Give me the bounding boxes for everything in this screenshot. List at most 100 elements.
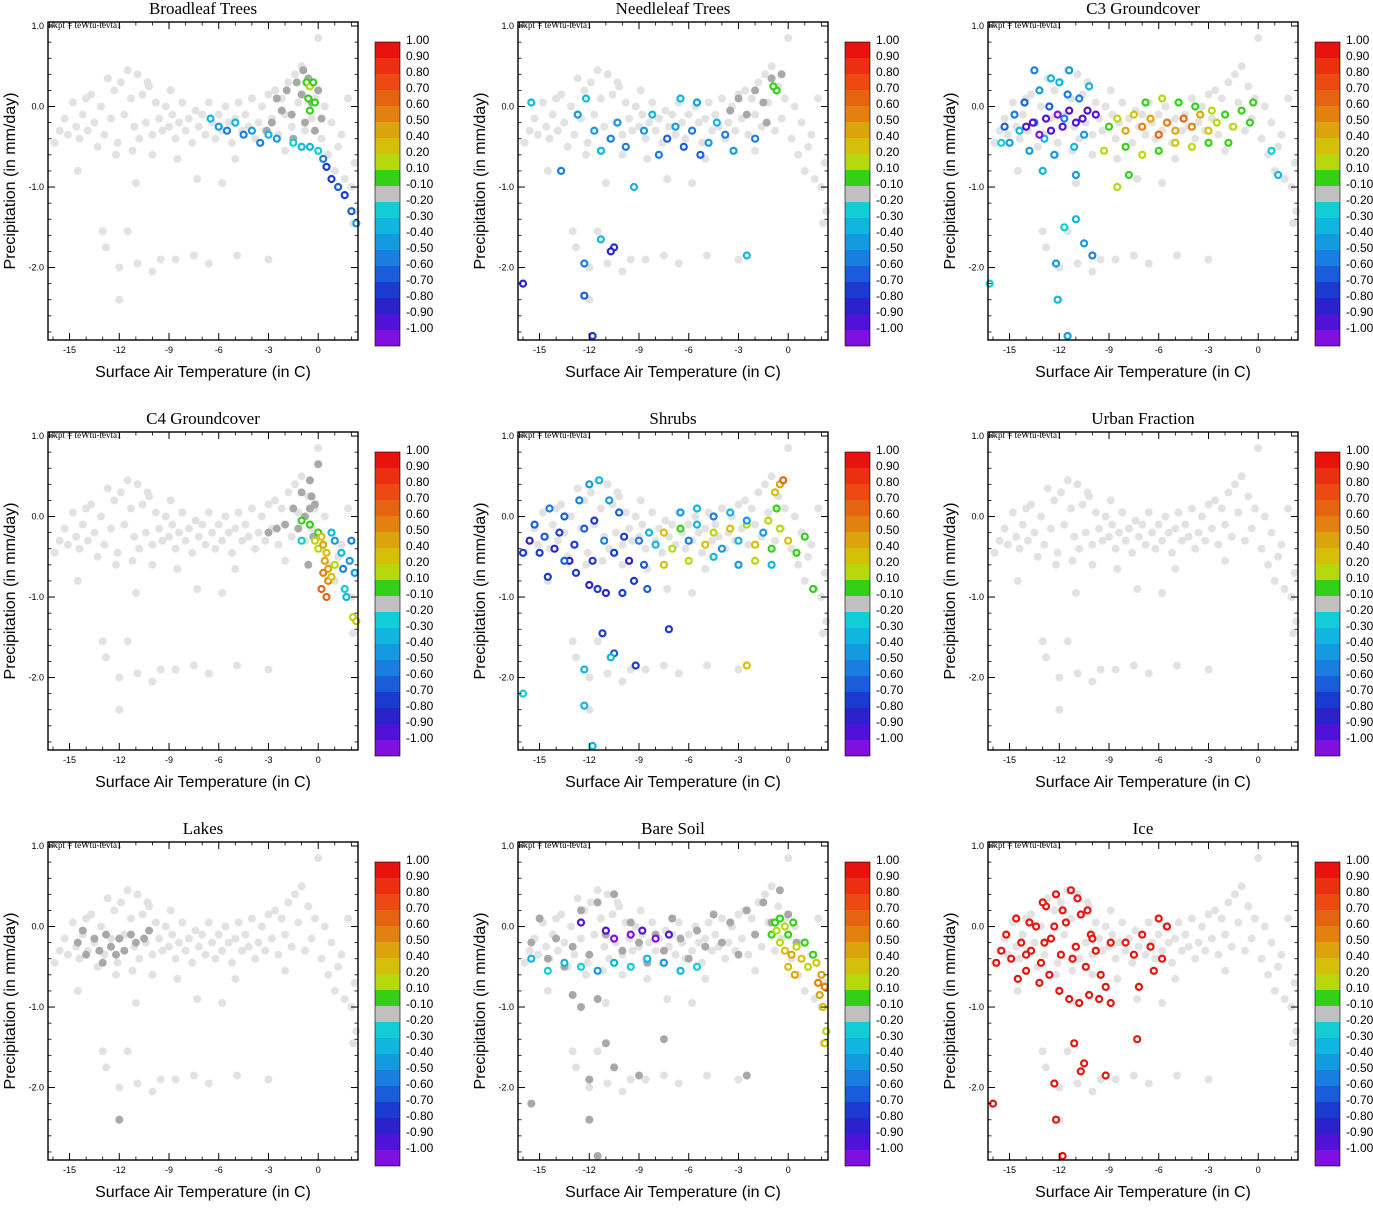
background-point [1083,488,1092,497]
colorbar-swatch [375,596,400,612]
background-point [1178,126,1186,135]
colorbar-label: -0.60 [876,667,904,681]
colorbar-swatch [845,660,870,676]
data-point [997,946,1006,955]
colorbar-swatch [1315,926,1340,942]
colorbar-swatch [375,1006,400,1022]
data-point [610,958,619,967]
colorbar-label: 0.80 [1346,475,1370,489]
data-point [593,966,602,975]
background-point [800,166,809,175]
data-point [601,588,610,598]
panel-c3-groundcover: C3 Groundcover Expt = teWtu-tevta1 -15 -12-… [940,0,1373,395]
background-point [1224,898,1233,907]
background-point [148,560,157,569]
x-tick-label: 0 [786,345,791,355]
background-point [294,918,303,927]
background-point [103,484,112,493]
background-point [1030,938,1039,947]
background-point [171,134,180,143]
data-point [751,540,760,549]
background-point [1197,922,1206,931]
background-point [701,114,710,123]
background-point [194,532,203,541]
data-point [812,958,821,967]
colorbar-swatch [375,612,400,628]
x-tick-label: -12 [1053,1165,1066,1175]
background-point [178,918,187,927]
colorbar-label: 0.20 [1346,555,1370,569]
colorbar-label: 0.70 [876,81,900,95]
colorbar-label: 0.20 [876,145,900,159]
colorbar-label: -0.60 [876,257,904,271]
background-point [148,970,157,979]
background-point [1050,906,1059,915]
data-point [1124,170,1133,180]
background-point [1211,496,1220,505]
background-point [582,560,590,569]
data-point [1021,122,1031,131]
background-point [1113,154,1122,163]
colorbar-label: 0.60 [876,917,900,931]
data-point [654,150,663,159]
background-point [60,114,69,123]
colorbar-swatch [375,974,400,990]
data-point [751,86,760,95]
data-point [585,950,594,959]
data-point [751,556,760,565]
x-tick-label: -6 [215,755,223,765]
colorbar-label: 0.50 [1346,933,1370,947]
data-point [1025,146,1034,155]
data-point [1051,1115,1061,1124]
data-point [717,544,726,553]
y-tick-label: 0.0 [31,102,44,112]
background-point [224,118,233,127]
data-point [692,98,702,107]
data-point [726,524,735,533]
background-point [141,118,150,127]
x-axis-label: Surface Air Temperature (in C) [565,1184,781,1201]
background-point [744,130,753,139]
colorbar-label: -0.70 [1346,1093,1373,1107]
colorbar-label: 0.40 [406,539,430,553]
colorbar-swatch [845,942,870,958]
y-axis-label: Precipitation (in mm/day) [2,93,19,270]
background-point [1194,938,1203,947]
colorbar-label: -0.20 [1346,1013,1373,1027]
background-point [628,946,637,955]
colorbar-label: -0.40 [876,635,904,649]
background-point [1098,536,1107,545]
background-point [90,118,99,127]
background-point [191,106,200,115]
background-point [284,78,293,87]
background-point [643,974,652,983]
colorbar-swatch [845,154,870,170]
data-point [1162,118,1172,127]
background-point [123,66,132,75]
data-point [593,995,602,1003]
data-point [543,572,552,581]
background-point [301,946,309,955]
background-point [1211,906,1220,915]
background-point [1133,995,1142,1003]
background-point [257,922,266,931]
background-point [1060,930,1069,939]
colorbar-label: 0.20 [406,145,430,159]
background-point [175,938,183,947]
data-point [1088,251,1097,260]
colorbar-label: 1.00 [1346,33,1370,47]
data-point [314,86,323,95]
background-point [155,934,164,943]
background-point [337,540,346,549]
data-point [1046,934,1056,943]
panel-title: Lakes [183,819,224,838]
y-axis-label: Precipitation (in mm/day) [942,503,959,680]
y-tick-label: 1.0 [971,431,984,441]
colorbar-swatch [1315,910,1340,926]
data-point [543,954,552,963]
background-point [708,536,716,545]
background-point [1111,134,1120,143]
data-point [1015,126,1024,135]
background-point [1111,544,1120,553]
